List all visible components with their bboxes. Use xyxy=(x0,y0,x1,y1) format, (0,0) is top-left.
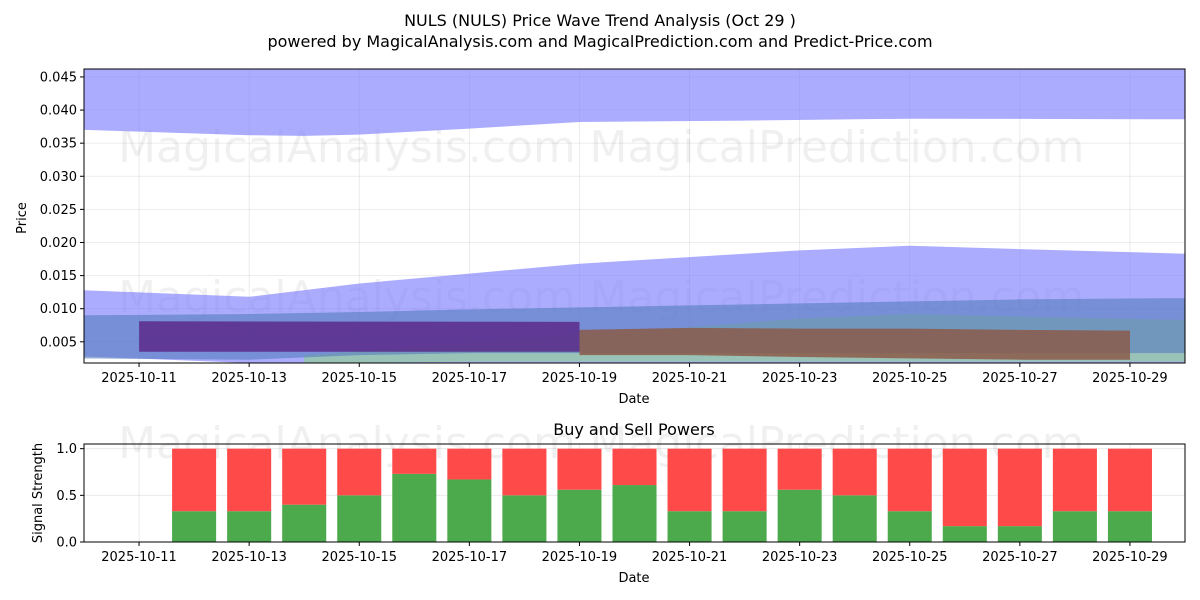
buy-bar xyxy=(337,495,382,542)
sell-bar xyxy=(942,448,987,527)
plot-area xyxy=(84,69,1185,363)
buy-bar xyxy=(942,526,987,542)
chart-title: NULS (NULS) Price Wave Trend Analysis (O… xyxy=(404,11,796,30)
x-tick-label: 2025-10-13 xyxy=(211,371,287,386)
sell-bar xyxy=(1052,448,1097,512)
band-upper-band xyxy=(84,69,1185,136)
buy-bar xyxy=(447,479,492,542)
x-tick-label: 2025-10-27 xyxy=(982,371,1058,386)
x-tick-label: 2025-10-29 xyxy=(1092,550,1168,565)
y-tick-label: 0.010 xyxy=(40,302,77,317)
buy-bar xyxy=(282,504,327,542)
sell-bar xyxy=(502,448,547,496)
x-tick-label: 2025-10-27 xyxy=(982,550,1058,565)
y-tick-label: 0.040 xyxy=(40,104,77,119)
sell-bar xyxy=(722,448,767,512)
buy-bar xyxy=(502,495,547,542)
y-tick-label: 0.045 xyxy=(40,70,77,85)
x-tick-label: 2025-10-19 xyxy=(542,550,618,565)
sell-bar xyxy=(887,448,932,512)
x-tick-label: 2025-10-23 xyxy=(762,550,838,565)
price-panel: MagicalAnalysis.com MagicalPrediction.com… xyxy=(40,68,1186,386)
bottom-panel-title: Buy and Sell Powers xyxy=(553,420,715,439)
sell-bar xyxy=(172,448,217,512)
sell-bar xyxy=(557,448,602,490)
buy-bar xyxy=(392,473,437,542)
sell-bar xyxy=(282,448,327,505)
y-tick-label: 0.0 xyxy=(56,536,77,551)
sell-bar xyxy=(832,448,877,496)
signal-panel: MagicalAnalysis.com MagicalPrediction.com… xyxy=(56,418,1186,565)
buy-bar xyxy=(172,511,217,542)
x-tick-label: 2025-10-23 xyxy=(762,371,838,386)
buy-bar xyxy=(667,511,712,542)
x-tick-label: 2025-10-17 xyxy=(432,371,508,386)
sell-bar xyxy=(337,448,382,496)
plot-area xyxy=(172,448,1152,542)
chart-subtitle: powered by MagicalAnalysis.com and Magic… xyxy=(267,32,932,51)
y-tick-label: 0.005 xyxy=(40,335,77,350)
sell-bar xyxy=(447,448,492,480)
sell-bar xyxy=(612,448,657,486)
x-tick-label: 2025-10-21 xyxy=(652,550,728,565)
x-tick-label: 2025-10-29 xyxy=(1092,371,1168,386)
band-purple-band xyxy=(139,321,580,352)
bottom-x-axis-label: Date xyxy=(618,571,649,586)
x-tick-label: 2025-10-11 xyxy=(101,371,177,386)
y-tick-label: 0.035 xyxy=(40,137,77,152)
x-tick-label: 2025-10-13 xyxy=(211,550,287,565)
x-tick-label: 2025-10-17 xyxy=(432,550,508,565)
buy-bar xyxy=(1052,511,1097,542)
y-tick-label: 1.0 xyxy=(56,442,77,457)
x-tick-label: 2025-10-15 xyxy=(321,371,397,386)
x-tick-label: 2025-10-15 xyxy=(321,550,397,565)
sell-bar xyxy=(227,448,272,512)
y-tick-label: 0.5 xyxy=(56,489,77,504)
top-x-axis-label: Date xyxy=(618,392,649,407)
buy-bar xyxy=(612,485,657,542)
top-y-axis-label: Price xyxy=(15,202,30,234)
x-tick-label: 2025-10-19 xyxy=(542,371,618,386)
x-tick-label: 2025-10-11 xyxy=(101,550,177,565)
x-tick-label: 2025-10-25 xyxy=(872,550,948,565)
y-tick-label: 0.025 xyxy=(40,203,77,218)
sell-bar xyxy=(392,448,437,474)
x-tick-label: 2025-10-21 xyxy=(652,371,728,386)
buy-bar xyxy=(1107,511,1152,542)
axes-frame xyxy=(83,443,1186,543)
axes-frame xyxy=(83,68,1186,364)
watermark-prediction: MagicalPrediction.com xyxy=(590,122,1085,173)
sell-bar xyxy=(1107,448,1152,512)
buy-bar xyxy=(997,526,1042,542)
sell-bar xyxy=(667,448,712,512)
sell-bar xyxy=(997,448,1042,527)
buy-bar xyxy=(832,495,877,542)
buy-bar xyxy=(722,511,767,542)
sell-bar xyxy=(777,448,822,490)
y-tick-label: 0.015 xyxy=(40,269,77,284)
buy-bar xyxy=(227,511,272,542)
band-brown-band xyxy=(579,327,1130,360)
y-tick-label: 0.020 xyxy=(40,236,77,251)
buy-bar xyxy=(887,511,932,542)
y-tick-label: 0.030 xyxy=(40,170,77,185)
buy-bar xyxy=(777,489,822,542)
bottom-y-axis-label: Signal Strength xyxy=(31,443,46,543)
x-tick-label: 2025-10-25 xyxy=(872,371,948,386)
buy-bar xyxy=(557,489,602,542)
